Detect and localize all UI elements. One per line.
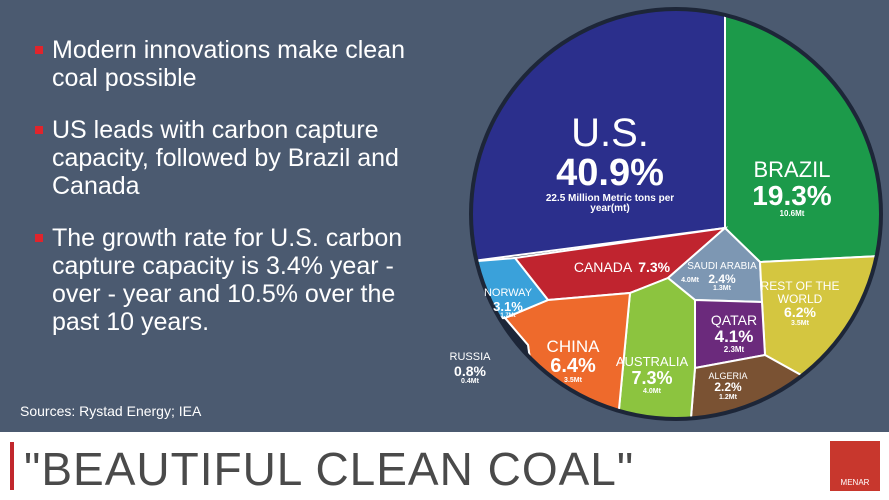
slice-percent: 2.4%: [708, 271, 736, 286]
slice-amount: 2.3Mt: [723, 344, 745, 354]
slice-label: SAUDI ARABIA 2.4% 1.3Mt: [687, 261, 757, 293]
slice-percent: 40.9%: [556, 152, 664, 194]
source: Sources: Rystad Energy; IEA: [20, 403, 202, 419]
slice-label: QATAR 4.1% 2.3Mt: [699, 313, 769, 354]
slice-label: NORWAY 3.1% 1.7Mt: [473, 287, 543, 320]
slice-name: CHINA: [546, 337, 600, 356]
chart: [469, 7, 883, 421]
slice-name: NORWAY: [483, 287, 533, 299]
slice-percent: 4.1%: [714, 326, 754, 346]
slice-amount: 4.0Mt: [681, 276, 699, 284]
logo-text: MENAR: [840, 478, 870, 487]
slice-amount: 3.5Mt: [564, 376, 582, 384]
slice-percent: 19.3%: [752, 180, 832, 212]
slice-amount: 3.5Mt: [791, 319, 809, 327]
slice: [473, 256, 550, 324]
logo: MENAR: [830, 441, 880, 491]
slice-percent: 7.3%: [638, 259, 671, 275]
slice-percent: 0.8%: [454, 362, 486, 379]
slice-name: CANADA: [573, 259, 633, 275]
slice-name: BRAZIL: [753, 157, 831, 182]
slice-label: ALGERIA 2.2% 1.2Mt: [693, 371, 763, 402]
slice: [615, 276, 696, 417]
slice-label: AUSTRALIA 7.3% 4.0Mt: [612, 355, 692, 395]
slice-name: U.S.: [571, 111, 649, 155]
slice-percent: 2.2%: [714, 380, 742, 395]
slice-name: REST OF THE WORLD: [760, 279, 840, 306]
banner-title: "BEAUTIFUL CLEAN COAL": [24, 443, 635, 495]
bullet: The growth rate for U.S. carbon capture …: [32, 224, 412, 336]
slice-percent: 3.1%: [493, 298, 523, 314]
slice-percent: 7.3%: [631, 367, 673, 388]
slice-label: REST OF THE WORLD 6.2% 3.5Mt: [760, 280, 840, 327]
slice-label: BRAZIL 19.3% 10.6Mt: [732, 158, 852, 219]
slice-name: ALGERIA: [708, 371, 748, 381]
slice-amount: 22.5 Million Metric tons per year(mt): [545, 192, 675, 215]
bullet: Modern innovations make clean coal possi…: [32, 36, 412, 92]
slice-label: U.S. 40.9% 22.5 Million Metric tons per ye…: [530, 112, 690, 215]
slice-label: CHINA 6.4% 3.5Mt: [533, 338, 613, 384]
slice-label: CANADA 7.3% 4.0Mt: [537, 260, 707, 284]
slice-amount: 1.3Mt: [713, 285, 731, 293]
slice-name: RUSSIA: [449, 351, 491, 363]
slice-amount: 10.6Mt: [779, 209, 805, 219]
bullet: US leads with carbon capture capacity, f…: [32, 116, 412, 200]
slice-amount: 0.4Mt: [461, 378, 479, 386]
slice-name: QATAR: [710, 312, 758, 328]
slice-percent: 6.4%: [550, 354, 596, 377]
banner: "BEAUTIFUL CLEAN COAL": [0, 432, 889, 500]
slice-percent: 6.2%: [784, 304, 816, 321]
accent-bar: [10, 442, 14, 490]
bullet-list: Modern innovations make clean coal possi…: [32, 36, 412, 360]
slice-label: RUSSIA 0.8% 0.4Mt: [440, 351, 500, 386]
slice-name: SAUDI ARABIA: [687, 261, 757, 272]
slice-amount: 1.2Mt: [719, 394, 737, 402]
slice-name: AUSTRALIA: [615, 354, 689, 369]
slice-amount: 4.0Mt: [643, 387, 661, 395]
slice-amount: 1.7Mt: [500, 313, 516, 320]
